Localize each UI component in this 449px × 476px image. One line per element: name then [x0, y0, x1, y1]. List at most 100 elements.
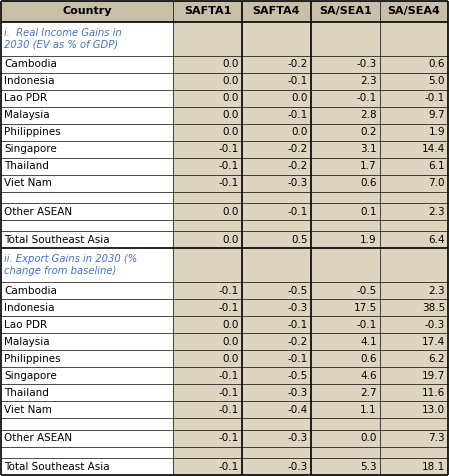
Bar [173, 299, 311, 317]
Text: -0.1: -0.1 [219, 161, 239, 171]
Text: 0.6: 0.6 [360, 178, 377, 188]
Bar [173, 446, 311, 458]
Bar [173, 90, 311, 107]
Text: -0.1: -0.1 [287, 207, 308, 217]
Text: 1.1: 1.1 [360, 405, 377, 415]
Text: 7.3: 7.3 [428, 433, 445, 443]
Bar [1, 401, 173, 418]
Text: Cambodia: Cambodia [4, 60, 57, 69]
Text: 0.0: 0.0 [223, 235, 239, 245]
Text: SA/SEA4: SA/SEA4 [387, 6, 440, 16]
Text: -0.3: -0.3 [357, 60, 377, 69]
Text: ii. Export Gains in 2030 (%
change from baseline): ii. Export Gains in 2030 (% change from … [4, 254, 137, 277]
Bar [311, 384, 448, 401]
Text: 2.3: 2.3 [428, 207, 445, 217]
Bar [311, 446, 448, 458]
Bar [1, 124, 173, 141]
Bar [1, 192, 173, 203]
Bar [1, 141, 173, 158]
Text: -0.3: -0.3 [287, 178, 308, 188]
Text: -0.2: -0.2 [287, 337, 308, 347]
Bar [1, 350, 173, 367]
Bar [173, 141, 311, 158]
Text: 2.3: 2.3 [428, 286, 445, 296]
Bar [311, 124, 448, 141]
Bar [311, 299, 448, 317]
Bar [173, 124, 311, 141]
Text: 0.0: 0.0 [223, 354, 239, 364]
Text: 1.9: 1.9 [360, 235, 377, 245]
Text: Thailand: Thailand [4, 161, 49, 171]
Bar [1, 107, 173, 124]
Bar [173, 203, 311, 220]
Text: -0.3: -0.3 [287, 303, 308, 313]
Text: 1.7: 1.7 [360, 161, 377, 171]
Text: 0.0: 0.0 [223, 207, 239, 217]
Text: 13.0: 13.0 [422, 405, 445, 415]
Text: 0.0: 0.0 [223, 93, 239, 103]
Text: Viet Nam: Viet Nam [4, 405, 52, 415]
Text: -0.1: -0.1 [219, 286, 239, 296]
Text: Philippines: Philippines [4, 354, 61, 364]
Bar [311, 90, 448, 107]
Bar [173, 158, 311, 175]
Bar [1, 56, 173, 73]
Bar [311, 430, 448, 446]
Bar [311, 458, 448, 475]
Text: Singapore: Singapore [4, 144, 57, 154]
Text: -0.3: -0.3 [287, 462, 308, 472]
Text: 0.0: 0.0 [223, 127, 239, 137]
Bar [311, 350, 448, 367]
Bar [173, 107, 311, 124]
Bar [173, 317, 311, 333]
Text: 4.6: 4.6 [360, 371, 377, 381]
Bar [173, 73, 311, 90]
Bar [311, 317, 448, 333]
Bar [1, 231, 173, 248]
Text: -0.1: -0.1 [425, 93, 445, 103]
Bar [1, 299, 173, 317]
Text: -0.1: -0.1 [219, 462, 239, 472]
Text: 2.8: 2.8 [360, 110, 377, 120]
Text: 0.0: 0.0 [223, 60, 239, 69]
Bar [173, 220, 311, 231]
Bar [173, 22, 311, 56]
Bar [173, 384, 311, 401]
Bar [1, 418, 173, 430]
Text: 9.7: 9.7 [428, 110, 445, 120]
Text: -0.1: -0.1 [219, 144, 239, 154]
Bar [1, 22, 173, 56]
Bar [311, 203, 448, 220]
Text: 7.0: 7.0 [428, 178, 445, 188]
Bar [173, 248, 311, 282]
Text: -0.1: -0.1 [219, 405, 239, 415]
Bar [1, 458, 173, 475]
Bar [1, 282, 173, 299]
Bar [1, 73, 173, 90]
Text: -0.5: -0.5 [287, 371, 308, 381]
Text: 0.6: 0.6 [428, 60, 445, 69]
Bar [311, 367, 448, 384]
Text: 1.9: 1.9 [428, 127, 445, 137]
Bar [1, 175, 173, 192]
Text: 2.7: 2.7 [360, 388, 377, 398]
Bar [311, 141, 448, 158]
Text: -0.3: -0.3 [287, 388, 308, 398]
Text: Indonesia: Indonesia [4, 303, 54, 313]
Text: Malaysia: Malaysia [4, 337, 50, 347]
Text: SAFTA1: SAFTA1 [184, 6, 231, 16]
Text: Singapore: Singapore [4, 371, 57, 381]
Text: 0.0: 0.0 [223, 337, 239, 347]
Text: 0.0: 0.0 [223, 110, 239, 120]
Bar [1, 90, 173, 107]
Text: -0.1: -0.1 [219, 303, 239, 313]
Bar [311, 175, 448, 192]
Bar [311, 220, 448, 231]
Bar [173, 1, 311, 22]
Text: 4.1: 4.1 [360, 337, 377, 347]
Text: -0.1: -0.1 [219, 178, 239, 188]
Bar [311, 73, 448, 90]
Text: 0.0: 0.0 [360, 433, 377, 443]
Text: -0.1: -0.1 [219, 371, 239, 381]
Bar [1, 158, 173, 175]
